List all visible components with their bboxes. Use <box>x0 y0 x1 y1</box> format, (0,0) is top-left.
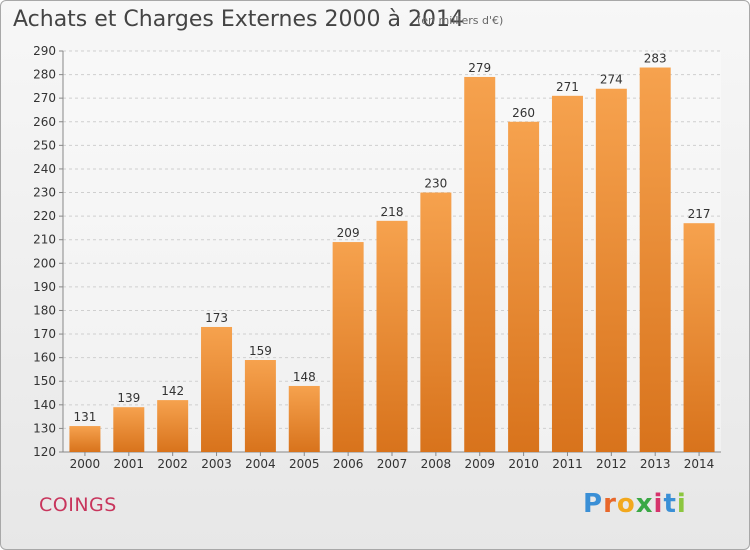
x-tick-label-2002: 2002 <box>157 457 188 471</box>
bar-2002 <box>157 400 189 452</box>
y-tick-label: 190 <box>33 280 56 294</box>
bar-2008 <box>420 192 452 452</box>
y-tick-label: 140 <box>33 398 56 412</box>
x-tick-label-2007: 2007 <box>377 457 408 471</box>
labels: 131 2000 139 2001 142 2002 173 2003 159 2004 148 20… <box>70 52 715 471</box>
bar-2012 <box>595 88 627 452</box>
x-tick-label-2012: 2012 <box>596 457 627 471</box>
chart-subtitle: (en milliers d'€) <box>417 14 504 27</box>
y-tick-label: 230 <box>33 186 56 200</box>
bar-2013 <box>639 67 671 452</box>
value-label-2013: 283 <box>644 52 667 66</box>
value-label-2001: 139 <box>117 391 140 405</box>
y-tick-label: 270 <box>33 91 56 105</box>
x-tick-label-2003: 2003 <box>201 457 232 471</box>
logo-letter: t <box>663 489 677 519</box>
y-tick-label: 200 <box>33 256 56 270</box>
y-tick-label: 130 <box>33 421 56 435</box>
x-tick-label-2008: 2008 <box>421 457 452 471</box>
value-label-2011: 271 <box>556 80 579 94</box>
x-tick-label-2001: 2001 <box>114 457 145 471</box>
commune-name: COINGS <box>39 494 117 516</box>
bar-2009 <box>464 76 496 453</box>
value-label-2000: 131 <box>73 410 96 424</box>
x-tick-label-2005: 2005 <box>289 457 320 471</box>
bar-2014 <box>683 223 715 452</box>
logo-letter: x <box>635 489 654 519</box>
logo-letter: o <box>616 489 636 519</box>
bar-2010 <box>508 121 540 452</box>
logo-letter: i <box>676 489 687 519</box>
x-tick-label-2014: 2014 <box>684 457 715 471</box>
bar-2001 <box>113 407 145 452</box>
logo-letter: r <box>603 489 617 519</box>
value-label-2012: 274 <box>600 73 623 87</box>
value-label-2006: 209 <box>337 226 360 240</box>
y-tick-label: 150 <box>33 374 56 388</box>
y-tick-label: 220 <box>33 209 56 223</box>
bar-2005 <box>288 385 320 452</box>
y-tick-label: 250 <box>33 138 56 152</box>
y-tick-label: 160 <box>33 351 56 365</box>
value-label-2004: 159 <box>249 344 272 358</box>
axes: 120 130 140 150 160 170 180 190 200 210 220 230 240 2… <box>33 44 721 459</box>
value-label-2008: 230 <box>424 177 447 191</box>
value-label-2014: 217 <box>688 207 711 221</box>
bar-2004 <box>244 360 276 452</box>
bar-2003 <box>201 326 233 452</box>
y-tick-label: 120 <box>33 445 56 459</box>
x-tick-label-2011: 2011 <box>552 457 583 471</box>
bar-2007 <box>376 220 408 452</box>
y-tick-label: 240 <box>33 162 56 176</box>
x-tick-label-2000: 2000 <box>70 457 101 471</box>
y-tick-label: 180 <box>33 303 56 317</box>
x-tick-label-2004: 2004 <box>245 457 276 471</box>
value-label-2003: 173 <box>205 311 228 325</box>
y-tick-label: 260 <box>33 115 56 129</box>
bar-2000 <box>69 426 101 452</box>
x-tick-label-2013: 2013 <box>640 457 671 471</box>
chart-title: Achats et Charges Externes 2000 à 2014 <box>13 7 464 32</box>
value-label-2010: 260 <box>512 106 535 120</box>
bar-2011 <box>551 95 583 452</box>
x-tick-label-2009: 2009 <box>464 457 495 471</box>
y-tick-label: 280 <box>33 68 56 82</box>
proxiti-logo: Proxiti <box>583 489 687 519</box>
y-tick-label: 290 <box>33 44 56 58</box>
logo-letter: P <box>583 489 604 519</box>
bars <box>69 67 715 453</box>
value-label-2007: 218 <box>381 205 404 219</box>
value-label-2009: 279 <box>468 61 491 75</box>
logo-letter: i <box>653 489 664 519</box>
x-tick-label-2010: 2010 <box>508 457 539 471</box>
x-tick-label-2006: 2006 <box>333 457 364 471</box>
value-label-2005: 148 <box>293 370 316 384</box>
y-tick-label: 170 <box>33 327 56 341</box>
value-label-2002: 142 <box>161 384 184 398</box>
bar-2006 <box>332 242 364 452</box>
y-tick-label: 210 <box>33 233 56 247</box>
